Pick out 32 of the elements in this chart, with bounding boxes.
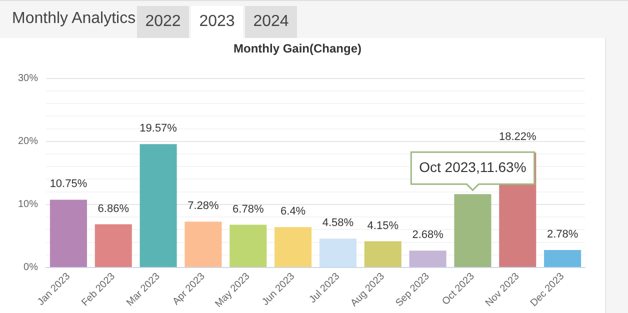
bar bbox=[364, 241, 402, 267]
y-tick-label: 30% bbox=[18, 73, 38, 84]
data-label: 4.58% bbox=[322, 217, 354, 230]
data-label: 19.57% bbox=[140, 122, 178, 135]
y-tick-label: 10% bbox=[18, 199, 38, 210]
bar bbox=[184, 222, 222, 267]
bar bbox=[50, 200, 87, 267]
y-tick-label: 0% bbox=[24, 262, 38, 274]
text: 2023 bbox=[191, 6, 243, 38]
data-label: 2.78% bbox=[546, 228, 578, 240]
chart-title: Monthly Gain(Change) bbox=[234, 42, 362, 56]
data-label: 4.15% bbox=[367, 220, 399, 232]
data-label: 6.78% bbox=[232, 203, 264, 216]
bar bbox=[230, 224, 267, 267]
data-label: 18.22% bbox=[498, 131, 536, 144]
text: 2024 bbox=[245, 6, 297, 38]
text: Monthly Analytics bbox=[12, 10, 136, 28]
bar bbox=[544, 250, 582, 267]
data-label: 2.68% bbox=[412, 229, 444, 242]
data-label: 10.75% bbox=[50, 178, 88, 190]
bar bbox=[409, 250, 446, 267]
data-label: 6.4% bbox=[280, 206, 306, 218]
bar bbox=[319, 238, 356, 267]
annotation: Oct 2023,11.63% bbox=[419, 159, 526, 176]
data-label: 6.86% bbox=[98, 202, 130, 215]
bar bbox=[140, 144, 177, 267]
bar bbox=[94, 224, 132, 267]
bar bbox=[454, 194, 492, 267]
bar bbox=[274, 227, 312, 267]
text: 2022 bbox=[137, 6, 189, 38]
data-label: 7.28% bbox=[188, 200, 220, 212]
y-tick-label: 20% bbox=[18, 136, 38, 148]
